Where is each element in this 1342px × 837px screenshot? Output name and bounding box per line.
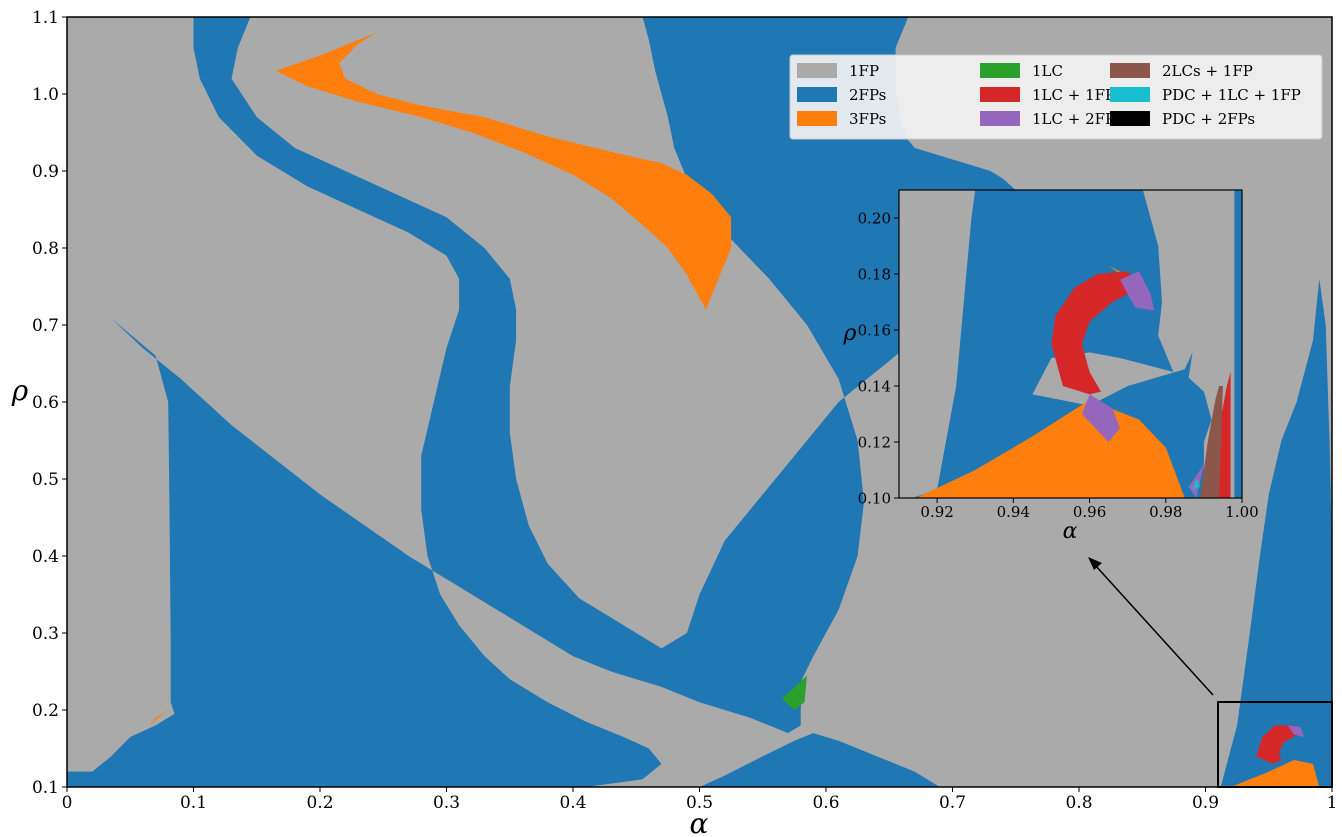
main-y-ticks: 0.1 0.2 0.3 0.4 0.5 0.6 0.7 0.8 0.9 1.0 1.1	[32, 8, 67, 798]
legend-label-2lcs-1fp: 2LCs + 1FP	[1162, 62, 1253, 80]
main-x-ticks: 0 0.1 0.2 0.3 0.4 0.5 0.6 0.7 0.8 0.9 1	[62, 787, 1338, 813]
zoom-arrow	[1088, 557, 1214, 696]
main-x-axis-label: α	[690, 807, 709, 837]
legend-entries: 1FP 2FPs 3FPs 1LC 1LC + 1FP 1LC + 2FPs 2LCs + …	[797, 62, 1301, 128]
inset-region-1lc-2fps-6	[1081, 394, 1120, 442]
main-y-axis-label: ρ	[11, 374, 29, 407]
inset-x-ticks: 0.92 0.94 0.96 0.98 1.00	[920, 498, 1259, 521]
inset-plot-frame	[898, 189, 1243, 499]
inset-y-ticks: 0.10 0.12 0.14 0.16 0.18 0.20	[858, 209, 899, 507]
legend-swatch-pdc-1lc-1fp	[1110, 87, 1150, 102]
inset-x-tick-label: 1.00	[1225, 503, 1258, 521]
main-x-tick-label: 0.2	[306, 793, 333, 813]
main-region-1lc-1fp-7	[1256, 725, 1301, 764]
inset-region-1lc-2fps-7	[1120, 271, 1155, 311]
legend-label-1lc: 1LC	[1032, 62, 1063, 80]
main-y-tick-label: 0.4	[32, 547, 59, 567]
main-x-tick-label: 0.6	[812, 793, 839, 813]
main-y-tick-label: 0.1	[32, 778, 59, 798]
inset-x-tick-label: 0.92	[920, 503, 953, 521]
legend-swatch-2lcs-1fp	[1110, 63, 1150, 78]
main-y-tick-label: 0.2	[32, 701, 59, 721]
main-regions	[67, 17, 1332, 787]
inset-x-tick-label: 0.94	[997, 503, 1030, 521]
main-x-tick-label: 0.8	[1065, 793, 1092, 813]
legend-label-2fps: 2FPs	[849, 86, 886, 104]
legend-swatch-1fp	[797, 63, 837, 78]
main-region-1lc-2fps-8	[1287, 725, 1305, 737]
main-y-tick-label: 0.9	[32, 162, 59, 182]
inset-plot: 0.92 0.94 0.96 0.98 1.00 0.100.120.140.160.1…	[843, 189, 1259, 544]
inset-regions	[912, 190, 1242, 498]
inset-x-axis-label: α	[1063, 519, 1078, 544]
main-region-3fps-3	[275, 32, 732, 310]
legend-swatch-1lc	[980, 63, 1020, 78]
legend-label-pdc-2fps: PDC + 2FPs	[1162, 110, 1255, 128]
main-y-tick-label: 0.8	[32, 239, 59, 259]
main-y-tick-label: 0.3	[32, 624, 59, 644]
inset-y-tick-label: 0.20	[858, 209, 891, 227]
inset-y-tick-label: 0.12	[858, 433, 891, 451]
main-region-3fps-5	[1230, 760, 1320, 787]
inset-region-pdc-1lc-1fp-10	[1192, 478, 1201, 490]
legend-frame	[789, 54, 1323, 140]
main-y-tick-label: 0.6	[32, 393, 59, 413]
legend-label-1lc-2fps: 1LC + 2FPs	[1032, 110, 1122, 128]
main-region-1lc-6	[781, 675, 807, 710]
legend: 1FP 2FPs 3FPs 1LC 1LC + 1FP 1LC + 2FPs 2LCs + …	[789, 54, 1323, 140]
inset-region-2lcs-1fp-9	[1200, 386, 1223, 498]
main-region-2fps-0	[67, 17, 1029, 787]
main-y-tick-label: 0.7	[32, 316, 59, 336]
legend-label-1lc-1fp: 1LC + 1FP	[1032, 86, 1115, 104]
main-x-tick-label: 0.7	[939, 793, 966, 813]
main-y-tick-label: 1.1	[32, 8, 59, 28]
main-y-tick-label: 0.5	[32, 470, 59, 490]
legend-label-1fp: 1FP	[849, 62, 879, 80]
inset-region-2fps-1	[1234, 190, 1242, 498]
main-y-tick-label: 1.0	[32, 85, 59, 105]
main-x-tick-label: 0.9	[1192, 793, 1219, 813]
inset-y-tick-label: 0.16	[858, 321, 891, 339]
inset-y-tick-label: 0.18	[858, 265, 891, 283]
inset-region-1lc-1fp-4	[1051, 271, 1140, 395]
legend-swatch-pdc-2fps	[1110, 111, 1150, 126]
inset-x-tick-label: 0.96	[1073, 503, 1106, 521]
main-x-tick-label: 0.3	[433, 793, 460, 813]
main-x-tick-label: 0	[62, 793, 73, 813]
main-region-2fps-1	[699, 733, 940, 787]
main-x-tick-label: 1	[1327, 793, 1338, 813]
main-x-tick-label: 0.4	[559, 793, 586, 813]
legend-swatch-1lc-1fp	[980, 87, 1020, 102]
legend-swatch-3fps	[797, 111, 837, 126]
inset-y-tick-label: 0.14	[858, 377, 891, 395]
inset-x-tick-label: 0.98	[1149, 503, 1182, 521]
legend-swatch-2fps	[797, 87, 837, 102]
main-x-tick-label: 0.5	[686, 793, 713, 813]
main-x-tick-label: 0.1	[180, 793, 207, 813]
legend-label-pdc-1lc-1fp: PDC + 1LC + 1FP	[1162, 86, 1301, 104]
legend-label-3fps: 3FPs	[849, 110, 886, 128]
legend-swatch-1lc-2fps	[980, 111, 1020, 126]
main-region-2fps-2	[1220, 278, 1332, 787]
inset-y-axis-label: ρ	[843, 321, 857, 346]
inset-y-tick-label: 0.10	[858, 489, 891, 507]
